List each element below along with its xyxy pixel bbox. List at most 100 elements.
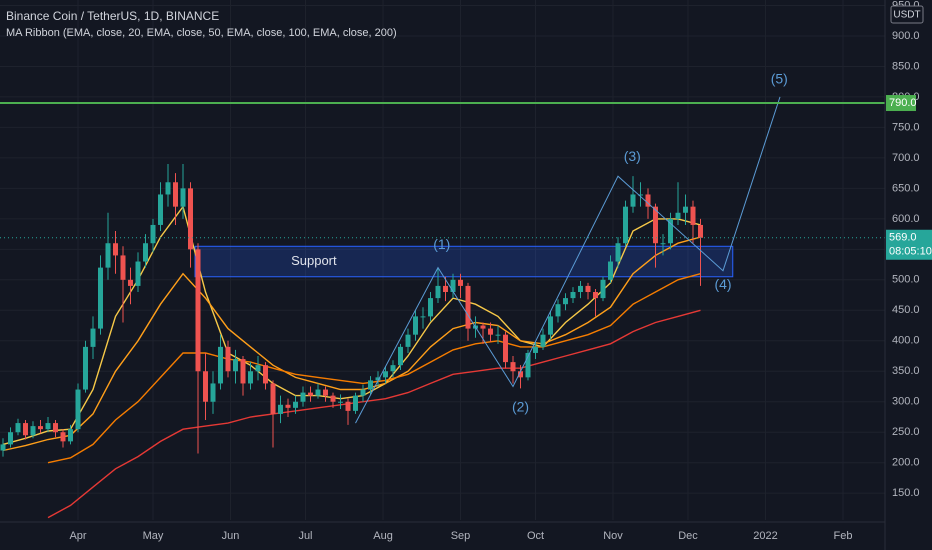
x-tick-label: May — [143, 530, 164, 542]
y-tick-label: 350.0 — [892, 365, 920, 377]
candle-body — [53, 423, 58, 433]
candle-body — [135, 261, 141, 286]
candle-body — [383, 371, 388, 378]
candle-body — [315, 389, 321, 396]
candle-body — [60, 432, 66, 442]
candle-body — [248, 371, 253, 384]
last-price-box — [886, 229, 932, 260]
x-tick-label: Oct — [527, 530, 544, 542]
candle-body — [128, 279, 133, 286]
candle-body — [698, 224, 703, 238]
x-tick-label: Sep — [451, 530, 471, 542]
currency-badge[interactable] — [890, 5, 924, 24]
candle-body — [188, 188, 193, 250]
plot: (1) (2) (3) (4) (5) Support — [0, 71, 885, 519]
candle-body — [653, 206, 658, 244]
candle-body — [143, 243, 148, 262]
candle-body — [443, 285, 448, 293]
candle-body — [540, 334, 546, 347]
candle-body — [255, 365, 261, 372]
candle-body — [675, 212, 681, 219]
candle-body — [68, 429, 73, 442]
candle-body — [113, 243, 118, 256]
candle-body — [285, 404, 291, 408]
candle-body — [503, 334, 508, 363]
candle-body — [428, 298, 433, 317]
x-tick-label: Jun — [222, 530, 240, 542]
candle-body — [38, 426, 43, 430]
candle-body — [465, 285, 471, 329]
candle-body — [533, 346, 538, 353]
candle-body — [15, 423, 21, 433]
currency-label[interactable]: USDT — [893, 10, 920, 21]
candle-body — [398, 346, 403, 366]
candle-body — [570, 292, 576, 299]
candle-body — [30, 426, 36, 436]
moving-average — [2, 205, 701, 446]
candle-body — [555, 304, 561, 317]
wave-label: (1) — [433, 236, 450, 252]
candle-body — [585, 285, 591, 293]
candle-body — [338, 401, 343, 403]
candle-body — [458, 279, 463, 286]
support-zone — [194, 245, 734, 278]
y-tick-label: 750.0 — [892, 121, 920, 133]
candle-body — [690, 206, 696, 225]
resistance-price-label: 790.0 — [889, 97, 917, 109]
wave-line — [355, 96, 781, 424]
wave-label: (2) — [512, 399, 529, 415]
candle-body — [90, 328, 96, 347]
candle-body — [645, 194, 651, 207]
candle-body — [630, 194, 636, 207]
candle-body — [263, 365, 268, 384]
y-tick-label: 900.0 — [892, 30, 920, 42]
candle-body — [375, 377, 381, 381]
y-tick-label: 150.0 — [892, 487, 920, 499]
y-tick-label: 200.0 — [892, 457, 920, 469]
y-tick-label: 700.0 — [892, 152, 920, 164]
y-tick-label: 600.0 — [892, 213, 920, 225]
candle-body — [578, 285, 583, 293]
candle-body — [150, 224, 156, 244]
last-price-label: 569.0 — [889, 232, 917, 244]
candle-body — [638, 194, 643, 196]
candle-body — [0, 444, 6, 451]
candle-body — [225, 346, 231, 372]
candle-body — [435, 285, 441, 299]
candle-body — [488, 328, 493, 335]
support-label: Support — [291, 253, 337, 268]
candle-body — [120, 255, 126, 280]
candle-body — [668, 218, 673, 244]
candle-body — [563, 298, 568, 305]
candle-body — [218, 346, 223, 384]
chart-title: Binance Coin / TetherUS, 1D, BINANCE — [6, 9, 219, 23]
candle-body — [593, 292, 598, 299]
candle-body — [413, 316, 418, 335]
candle-body — [390, 365, 396, 372]
candle-body — [233, 359, 238, 372]
y-tick-label: 850.0 — [892, 60, 920, 72]
y-tick-label: 400.0 — [892, 335, 920, 347]
candle-body — [323, 389, 328, 396]
candle-body — [300, 392, 306, 402]
x-tick-label: Nov — [603, 530, 623, 542]
wave-label: (4) — [714, 276, 731, 292]
candle-body — [23, 423, 28, 436]
candle-body — [615, 243, 621, 262]
candle-body — [623, 206, 628, 244]
resistance-price-box — [886, 95, 916, 112]
candle-body — [203, 371, 208, 402]
x-tick-label: Feb — [834, 530, 853, 542]
candle-body — [480, 325, 486, 329]
candle-body — [420, 316, 426, 318]
x-tick-label: Dec — [678, 530, 698, 542]
x-tick-label: Aug — [373, 530, 393, 542]
wave-label: (3) — [624, 148, 641, 164]
candle-body — [368, 380, 373, 390]
candle-body — [75, 389, 81, 430]
candle-body — [405, 334, 411, 347]
y-tick-label: 650.0 — [892, 182, 920, 194]
